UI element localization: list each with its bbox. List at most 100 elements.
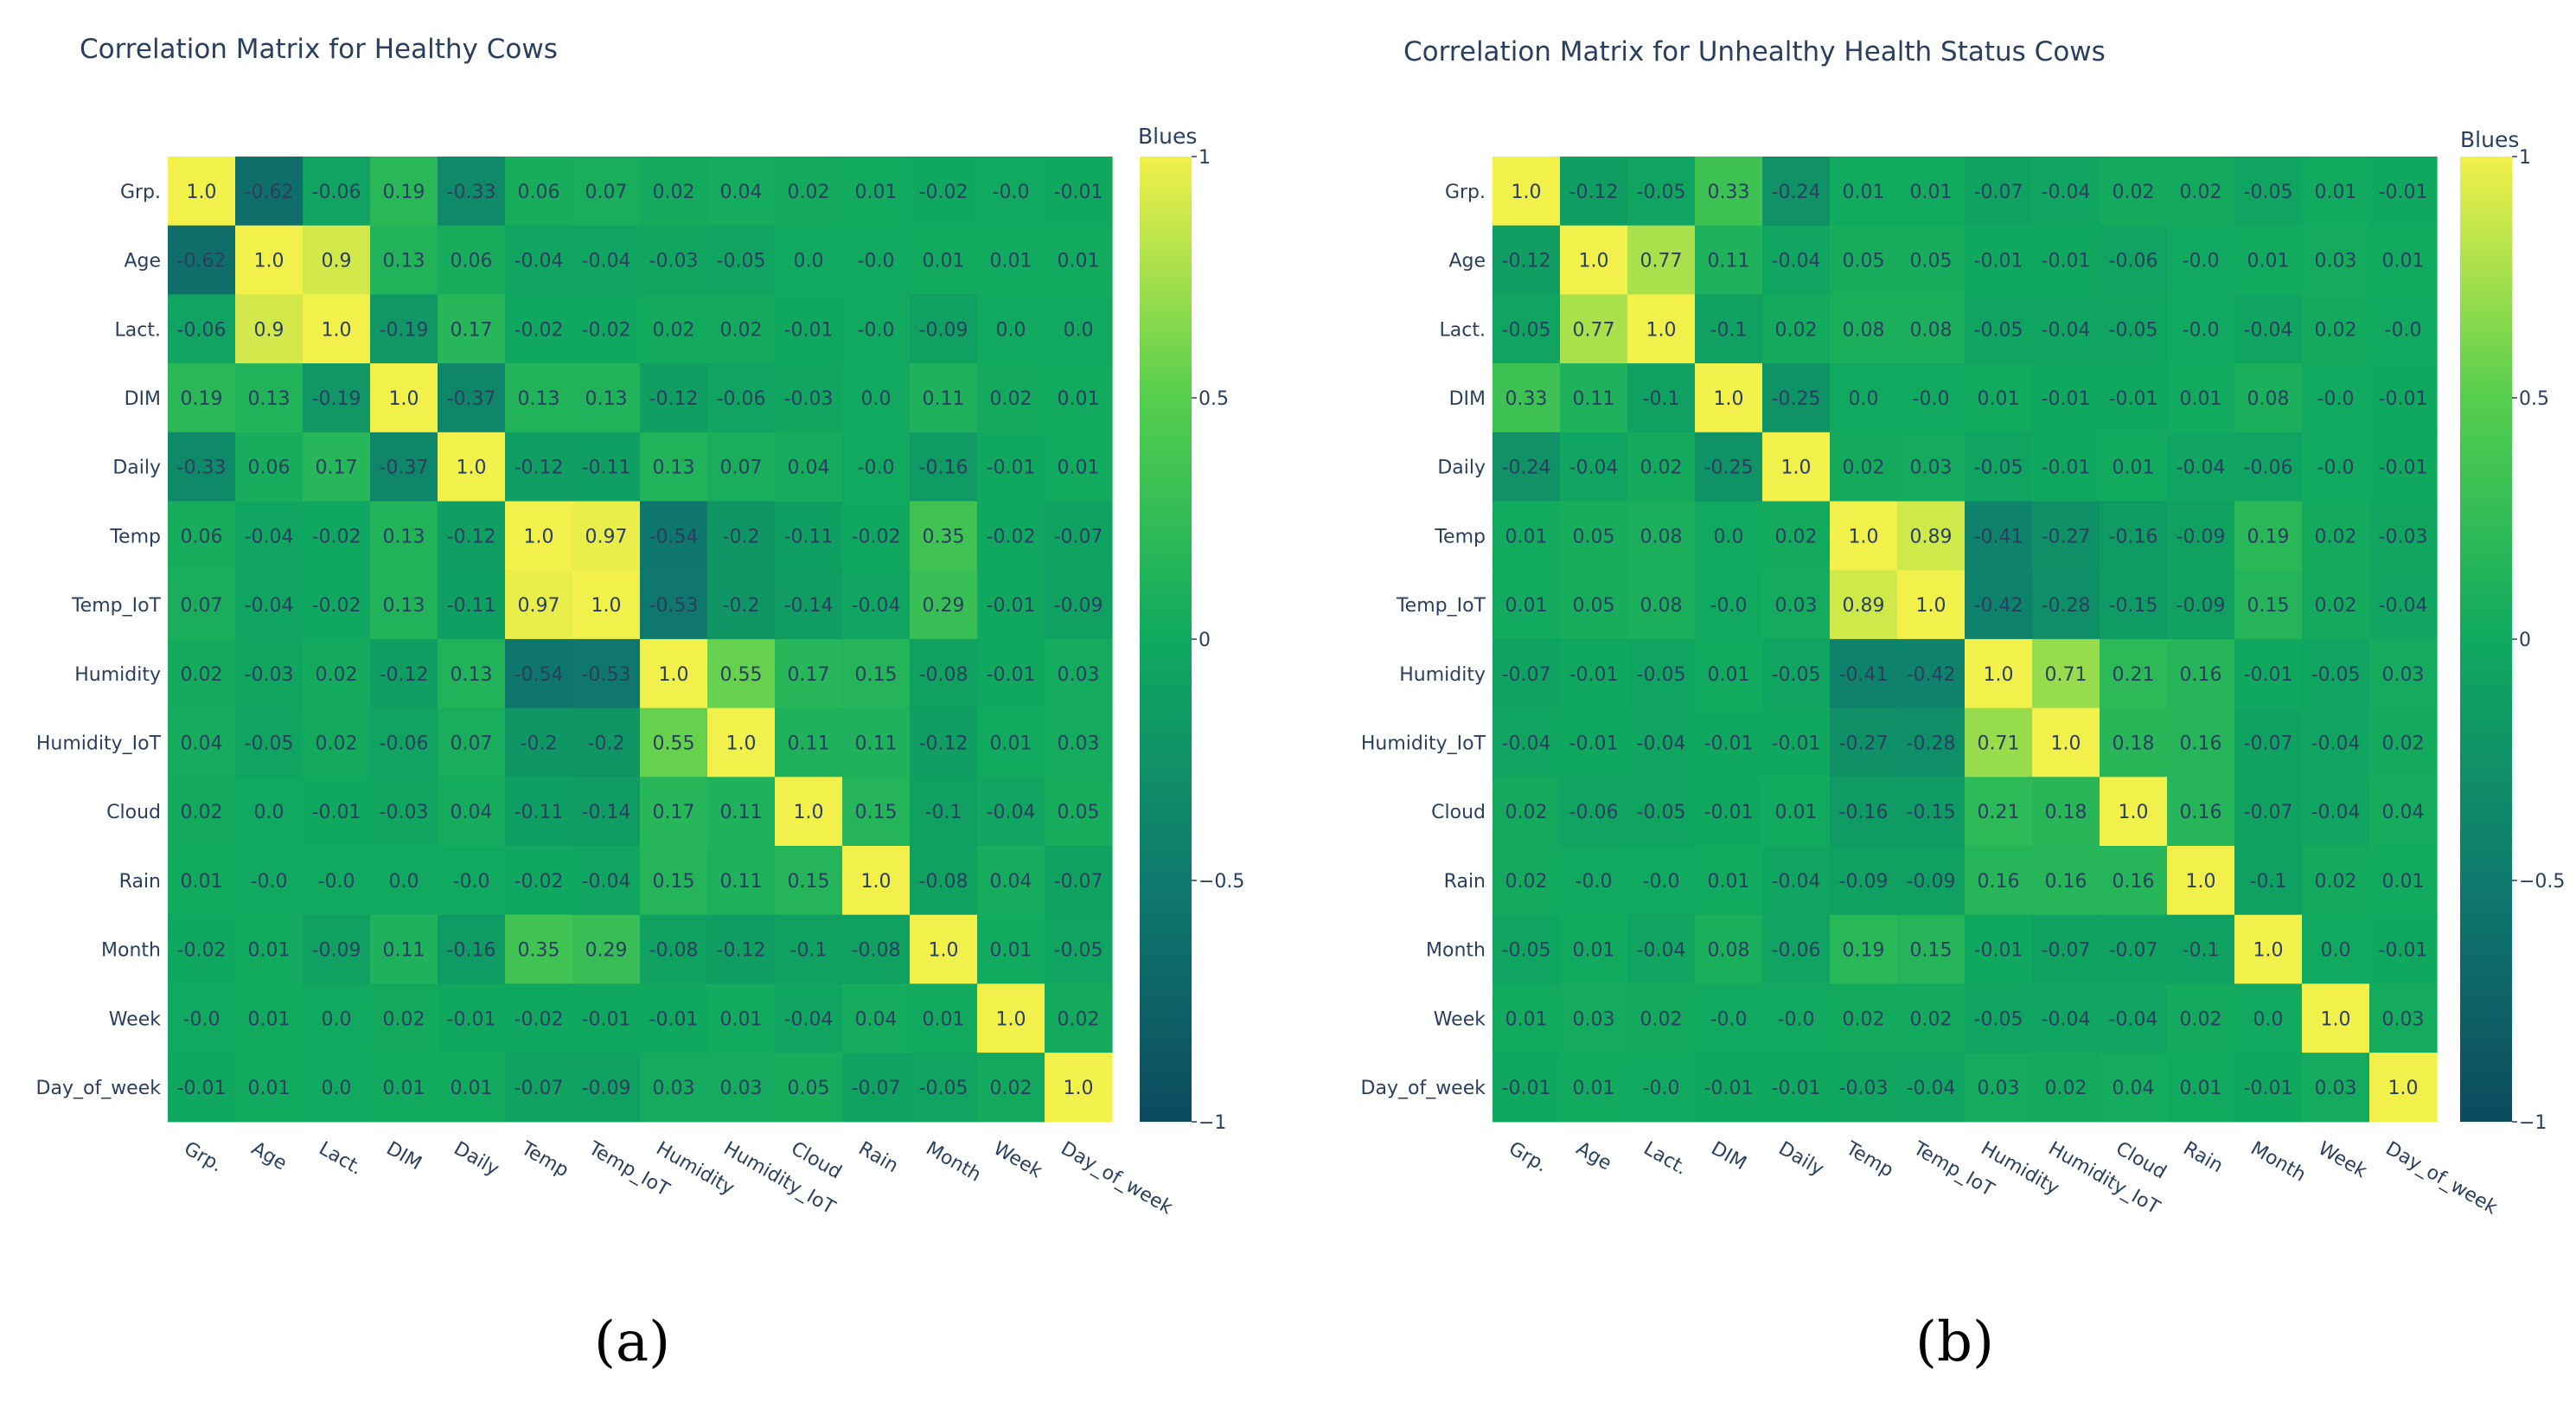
cell-value-label: 0.33 <box>1708 182 1750 203</box>
heatmap-cell <box>168 363 236 433</box>
cell-value-label: 1.0 <box>1916 595 1946 617</box>
heatmap-cell <box>1695 501 1763 571</box>
cell-value-label: -0.05 <box>1637 664 1686 686</box>
cell-value-label: -0.07 <box>2244 733 2293 754</box>
cell-value-label: 0.05 <box>1573 526 1615 547</box>
heatmap-cell <box>2369 501 2438 571</box>
cell-value-label: 0.02 <box>1640 458 1683 479</box>
heatmap-cell <box>505 294 573 364</box>
cell-value-label: -0.54 <box>649 526 699 547</box>
heatmap-cell <box>2302 294 2370 364</box>
heatmap-cell <box>1762 157 1831 227</box>
cell-value-label: -0.04 <box>1569 458 1619 479</box>
cell-value-label: -0.41 <box>1974 526 2023 547</box>
cell-value-label: 0.03 <box>720 1078 763 1099</box>
heatmap-cell <box>775 846 843 916</box>
cell-value-label: -0.0 <box>1913 388 1950 410</box>
heatmap-cell <box>2167 294 2235 364</box>
cell-value-label: -0.04 <box>245 526 294 547</box>
heatmap-cell <box>168 777 236 847</box>
heatmap-cell <box>1762 570 1831 640</box>
heatmap-cell <box>2302 914 2370 984</box>
heatmap-cell <box>572 983 641 1053</box>
heatmap-cell <box>707 225 776 295</box>
cell-value-label: -0.15 <box>2109 595 2158 617</box>
cell-value-label: 0.17 <box>316 458 358 479</box>
cell-value-label: 0.01 <box>248 1078 291 1099</box>
cell-value-label: 0.11 <box>720 802 763 823</box>
cell-value-label: -0.09 <box>2176 526 2226 547</box>
cell-value-label: -0.05 <box>2244 182 2293 203</box>
cell-value-label: 0.13 <box>451 664 493 686</box>
heatmap-cell <box>2100 777 2168 847</box>
cell-value-label: 0.01 <box>1058 251 1100 272</box>
cell-value-label: -0.02 <box>515 871 564 893</box>
heatmap-cell <box>1560 294 1628 364</box>
cell-value-label: 0.01 <box>248 1008 291 1030</box>
x-tick-label: Age <box>1572 1138 1614 1175</box>
heatmap-cell <box>910 157 978 227</box>
cell-value-label: 0.19 <box>2247 526 2290 547</box>
heatmap-cell <box>2032 707 2100 778</box>
heatmap-cell <box>168 157 236 227</box>
cell-value-label: 0.03 <box>2382 1008 2425 1030</box>
heatmap-cell <box>775 914 843 984</box>
heatmap-cell <box>2302 432 2370 503</box>
cell-value-label: -0.0 <box>858 319 895 341</box>
cell-value-label: 0.18 <box>2113 733 2155 754</box>
cell-value-label: 0.06 <box>181 526 223 547</box>
cell-value-label: 0.03 <box>2315 251 2357 272</box>
heatmap-cell <box>775 363 843 433</box>
heatmap-cell <box>1695 846 1763 916</box>
cell-value-label: -0.05 <box>1502 940 1551 962</box>
cell-value-label: 0.0 <box>389 871 419 893</box>
cell-value-label: -0.11 <box>515 802 564 823</box>
cell-value-label: -0.04 <box>1502 733 1551 754</box>
cell-value-label: -0.07 <box>2109 940 2158 962</box>
heatmap-cell <box>1830 432 1898 503</box>
heatmap-cell <box>2032 1053 2100 1123</box>
cell-value-label: -0.0 <box>183 1008 221 1030</box>
colorbar-tick-label: 0 <box>1199 630 1211 651</box>
heatmap-cell <box>1560 777 1628 847</box>
heatmap-cell <box>2234 501 2303 571</box>
heatmap-cell <box>910 707 978 778</box>
cell-value-label: 1.0 <box>929 940 959 962</box>
heatmap-cell <box>707 638 776 709</box>
heatmap-cell <box>1560 638 1628 709</box>
cell-value-label: -0.28 <box>2042 595 2091 617</box>
heatmap-cell <box>438 501 506 571</box>
heatmap-cell <box>1045 363 1113 433</box>
heatmap-cell <box>1627 432 1696 503</box>
heatmap-cell <box>505 707 573 778</box>
cell-value-label: 0.03 <box>1573 1008 1615 1030</box>
cell-value-label: 0.02 <box>181 664 223 686</box>
heatmap-cell <box>2100 914 2168 984</box>
heatmap-cells: 1.0 -0.62 -0.06 0.19 -0.33 0.06 0.07 0.02 0.04 0.… <box>168 157 1113 1123</box>
cell-value-label: 1.0 <box>1714 388 1744 410</box>
cell-value-label: -0.25 <box>1704 458 1754 479</box>
heatmap-cell <box>1762 501 1831 571</box>
heatmap-cell <box>707 707 776 778</box>
heatmap-cell <box>707 157 776 227</box>
cell-value-label: 0.02 <box>1775 526 1818 547</box>
heatmap-cell <box>910 846 978 916</box>
heatmap-cell <box>1695 777 1763 847</box>
heatmap-cell <box>1830 501 1898 571</box>
heatmap-cell <box>2302 638 2370 709</box>
heatmap-cell <box>1695 363 1763 433</box>
heatmap-cell <box>505 777 573 847</box>
cell-value-label: -0.1 <box>1710 319 1748 341</box>
heatmap-cell <box>1762 777 1831 847</box>
cell-value-label: -0.01 <box>2244 664 2293 686</box>
y-tick-label: Day_of_week <box>36 1078 162 1099</box>
cell-value-label: -0.05 <box>717 251 766 272</box>
heatmap-cell <box>1493 638 1561 709</box>
heatmap-cell <box>1762 914 1831 984</box>
cell-value-label: 0.02 <box>2382 733 2425 754</box>
heatmap-cell <box>572 777 641 847</box>
cell-value-label: 0.05 <box>1843 251 1885 272</box>
x-tick-label: Day_of_week <box>1057 1138 1176 1220</box>
cell-value-label: 1.0 <box>1512 182 1542 203</box>
cell-value-label: 1.0 <box>996 1008 1026 1030</box>
